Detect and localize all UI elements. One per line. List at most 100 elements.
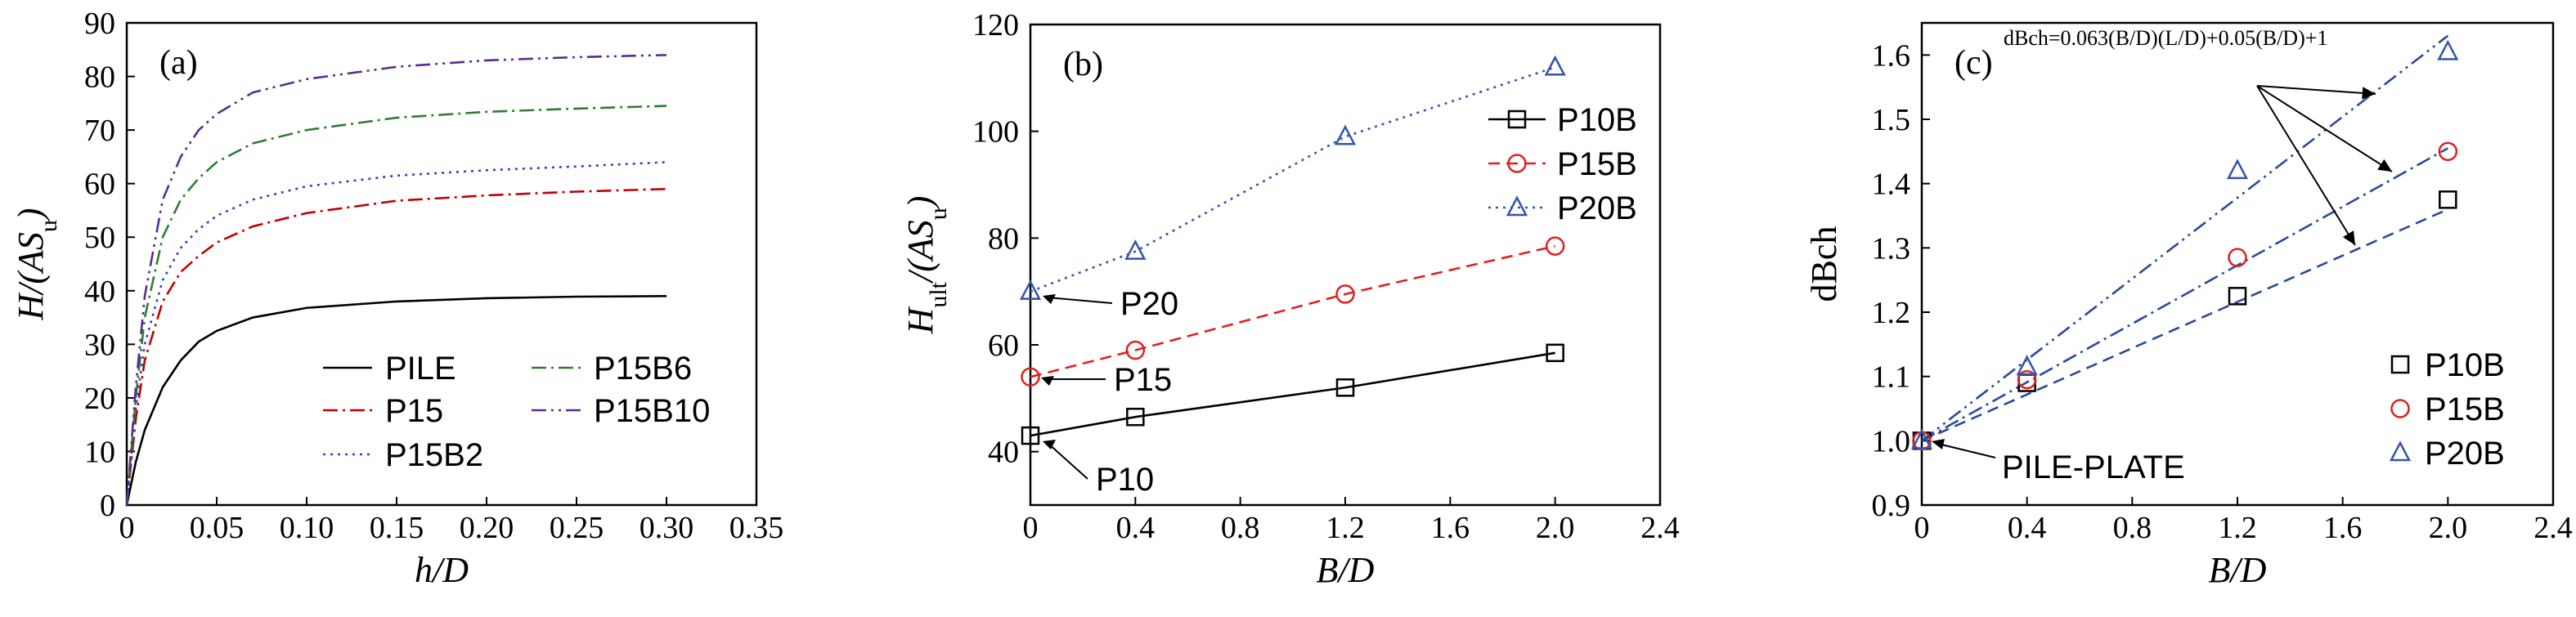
y-tick-label: 20 [84,382,115,416]
panel-b: 0 0.4 0.8 1.2 1.6 2.0 2.4 40 60 80 100 120 (b) P20 P15… [900,8,1680,590]
y-axis-label: dBch [1804,226,1844,302]
y-tick-label: 60 [988,329,1019,363]
x-tick-label: 0.10 [280,511,334,545]
formula-arrow [2256,85,2376,95]
point-p10b [2439,190,2457,209]
legend-label-p15b: P15B [2425,391,2505,427]
point-p10b [1546,343,1564,363]
series-line-p15 [125,187,667,506]
series-line-p15b6 [125,105,667,506]
point-p15b [1125,340,1146,360]
annotation-arrowhead [1041,376,1054,386]
x-tick-label: 0 [1023,511,1039,545]
y-tick-label: 1.1 [1872,360,1911,395]
series-line-p20b [1030,66,1556,293]
formula-arrow [2256,85,2356,246]
y-tick-label: 40 [84,275,115,309]
point-p15b [1335,284,1355,304]
x-tick-label: 0.15 [370,511,424,545]
series-line-p15b [1030,244,1555,378]
point-p20b [1124,239,1147,260]
point-p20b [2226,159,2249,180]
annotation-arrow [1934,442,1996,458]
x-tick-label: 2.4 [2533,511,2573,545]
fit-line [1921,147,2448,442]
y-tick-label: 1.3 [1872,231,1911,266]
annotation-p10: P10 [1096,462,1154,498]
legend-label-p10b: P10B [1557,102,1637,138]
x-tick-label: 2.0 [2429,511,2468,545]
x-tick-label: 0.8 [1221,511,1260,545]
point-p15b [1021,367,1040,387]
panel-label: (c) [1954,44,1993,82]
y-tick-label: 80 [84,60,115,95]
formula-arrow [2256,85,2393,172]
legend: PILE P15B6 P15 P15B10 P15B2 [323,351,710,473]
x-tick-label: 1.6 [2323,511,2363,545]
point-p15b [2438,141,2458,162]
point-p20b [1910,428,1933,449]
legend: P10B P15B P20B [1488,102,1637,226]
y-tick-label: 1.5 [1872,103,1911,137]
y-tick-label: 0 [100,489,115,523]
point-p15b [2228,248,2247,267]
series-line-pile [125,295,667,506]
x-tick-label: 2.0 [1536,511,1575,545]
point-p20b [1019,279,1042,300]
legend-label-p15b10: P15B10 [594,393,710,429]
x-tick-label: 0 [119,511,135,545]
point-p15b [2017,369,2037,390]
annotation-arrowhead [1932,439,1945,449]
y-axis-label: Hult/(ASu) [900,196,952,335]
y-tick-label: 30 [84,328,115,362]
point-p10b [2228,287,2247,306]
panel-label: (a) [159,44,198,82]
y-axis-label: H/(ASu) [11,208,62,320]
point-p20b [1334,124,1357,145]
y-tick-label: 90 [84,7,115,41]
fit-line [1921,34,2449,442]
formula-arrowhead [2362,87,2376,100]
legend-label-p15b6: P15B6 [594,351,692,387]
annotation-p15: P15 [1114,362,1172,398]
x-axis-label: h/D [415,550,469,590]
point-p15b [1545,236,1565,256]
series-line-p15b10 [125,54,667,506]
x-tick-label: 1.6 [1431,511,1470,545]
annotation-pile-plate: PILE-PLATE [2002,449,2185,485]
legend-label-pile: PILE [385,351,456,387]
annotation-p20: P20 [1120,286,1178,322]
x-tick-label: 1.2 [2218,511,2257,545]
y-tick-label: 1.2 [1872,296,1911,330]
point-p10b [1021,426,1040,445]
y-tick-label: 80 [988,221,1019,256]
y-tick-label: 1.6 [1872,38,1911,73]
legend-marker-p10b [2390,355,2410,374]
x-axis-label: B/D [2209,550,2267,590]
series-line-p10b [1030,351,1555,437]
y-tick-label: 70 [84,114,115,148]
point-p20b [2437,39,2459,60]
panel-c: 0 0.4 0.8 1.2 1.6 2.0 2.4 0.9 1.0 1.1 1.2 1.3 1.4 1.5… [1804,21,2573,590]
legend-label-p15b: P15B [1557,146,1637,182]
plot-frame [1920,21,2555,507]
annotation-arrow [1047,297,1113,304]
legend-marker-p15b [2390,399,2410,418]
plot-frame [125,21,758,507]
formula: dBch=0.063(B/D)(L/D)+0.05(B/D)+1 [2004,26,2327,50]
fit-line [1921,208,2448,442]
x-tick-label: 1.2 [1326,511,1365,545]
y-tick-label: 0.9 [1872,489,1911,523]
series-line-p15b2 [125,161,667,506]
legend-marker-p20b [2389,440,2412,462]
x-tick-label: 0.20 [460,511,514,545]
y-tick-label: 60 [84,168,115,202]
x-tick-label: 0.35 [729,511,784,545]
legend: P10B P15B P20B [2389,347,2505,472]
legend-label-p15: P15 [385,393,443,429]
x-tick-label: 0.8 [2113,511,2152,545]
formula-arrowhead [2342,230,2355,245]
x-tick-label: 2.4 [1640,511,1680,545]
x-tick-label: 0.05 [190,511,245,545]
